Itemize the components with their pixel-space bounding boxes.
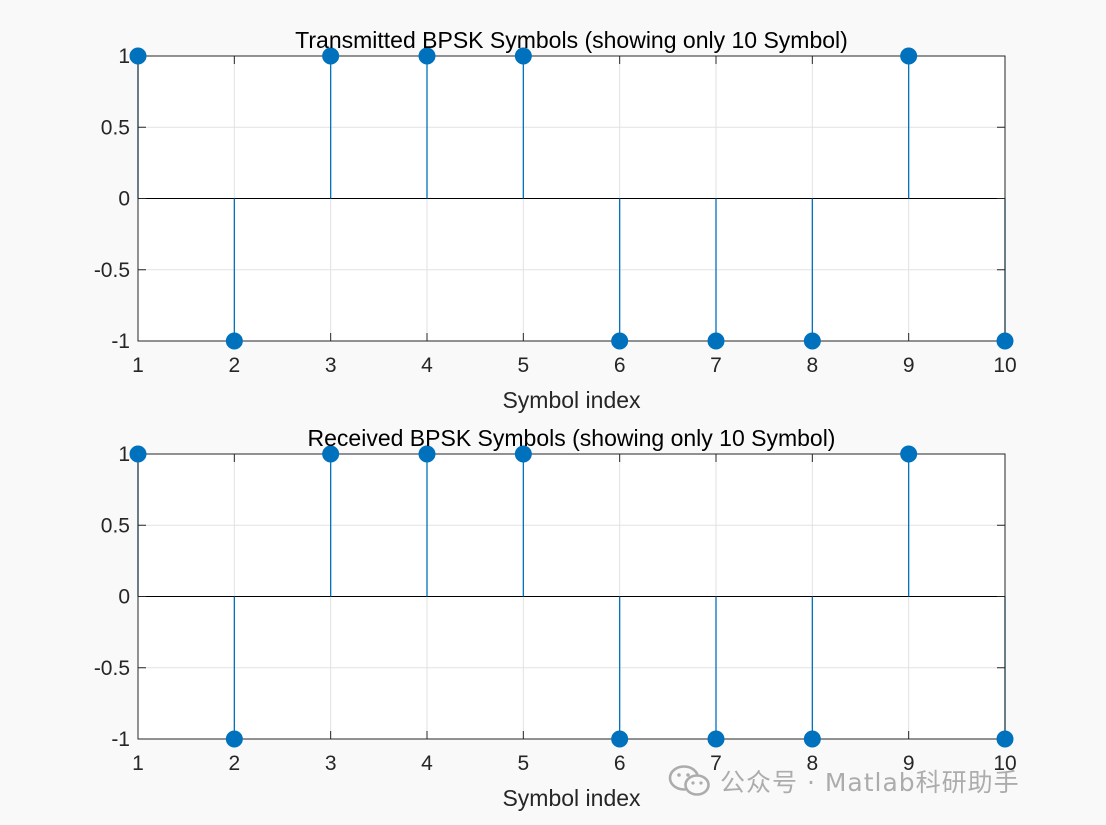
stem-marker — [322, 47, 340, 65]
stem-marker — [611, 332, 629, 350]
x-tick-label: 7 — [710, 354, 722, 377]
stem-marker — [225, 730, 243, 748]
y-tick-label: 1 — [118, 45, 130, 68]
chart-title: Received BPSK Symbols (showing only 10 S… — [308, 425, 836, 451]
stem-marker — [322, 445, 340, 463]
y-tick-label: 0 — [118, 586, 130, 609]
y-tick-label: -1 — [111, 330, 130, 353]
y-tick-label: -0.5 — [94, 657, 130, 680]
x-tick-label: 6 — [614, 752, 626, 775]
y-tick-label: -1 — [111, 728, 130, 751]
x-tick-label: 6 — [614, 354, 626, 377]
stem-marker — [996, 332, 1014, 350]
x-tick-label: 8 — [806, 354, 818, 377]
stem-marker — [707, 332, 725, 350]
y-tick-label: -0.5 — [94, 259, 130, 282]
chart-title: Transmitted BPSK Symbols (showing only 1… — [295, 27, 848, 53]
stem-marker — [129, 47, 147, 65]
x-tick-label: 5 — [517, 354, 529, 377]
x-tick-label: 2 — [228, 752, 240, 775]
x-tick-label: 3 — [325, 752, 337, 775]
x-axis-label: Symbol index — [502, 387, 641, 413]
x-tick-label: 3 — [325, 354, 337, 377]
stem-marker — [611, 730, 629, 748]
x-axis-label: Symbol index — [502, 785, 641, 811]
x-tick-label: 1 — [132, 752, 144, 775]
stem-marker — [129, 445, 147, 463]
stem-marker — [803, 332, 821, 350]
stem-marker — [225, 332, 243, 350]
stem-marker — [900, 445, 918, 463]
y-tick-label: 1 — [118, 443, 130, 466]
stem-marker — [900, 47, 918, 65]
x-tick-label: 9 — [903, 752, 915, 775]
x-tick-label: 8 — [806, 752, 818, 775]
transmitted-symbols-plot: 1 2 3 4 5 6 7 8 9 10 1 0.5 0 -0.5 -1 Transmitted BPSK S… — [94, 27, 1017, 413]
stem-marker — [803, 730, 821, 748]
received-symbols-plot: 1 2 3 4 5 6 7 8 9 10 1 0.5 0 -0.5 -1 Received BPSK Symb… — [94, 425, 1017, 811]
y-tick-label: 0.5 — [101, 116, 130, 139]
x-tick-label: 1 — [132, 354, 144, 377]
stem-marker — [418, 445, 436, 463]
x-tick-label: 10 — [993, 752, 1016, 775]
x-tick-label: 4 — [421, 752, 433, 775]
x-tick-label: 4 — [421, 354, 433, 377]
x-tick-label: 2 — [228, 354, 240, 377]
stem-marker — [514, 47, 532, 65]
y-tick-label: 0.5 — [101, 514, 130, 537]
x-tick-label: 5 — [517, 752, 529, 775]
x-tick-label: 10 — [993, 354, 1016, 377]
stem-marker — [707, 730, 725, 748]
x-tick-label: 7 — [710, 752, 722, 775]
stem-marker — [514, 445, 532, 463]
stem-marker — [996, 730, 1014, 748]
x-tick-label: 9 — [903, 354, 915, 377]
y-tick-label: 0 — [118, 188, 130, 211]
stem-marker — [418, 47, 436, 65]
